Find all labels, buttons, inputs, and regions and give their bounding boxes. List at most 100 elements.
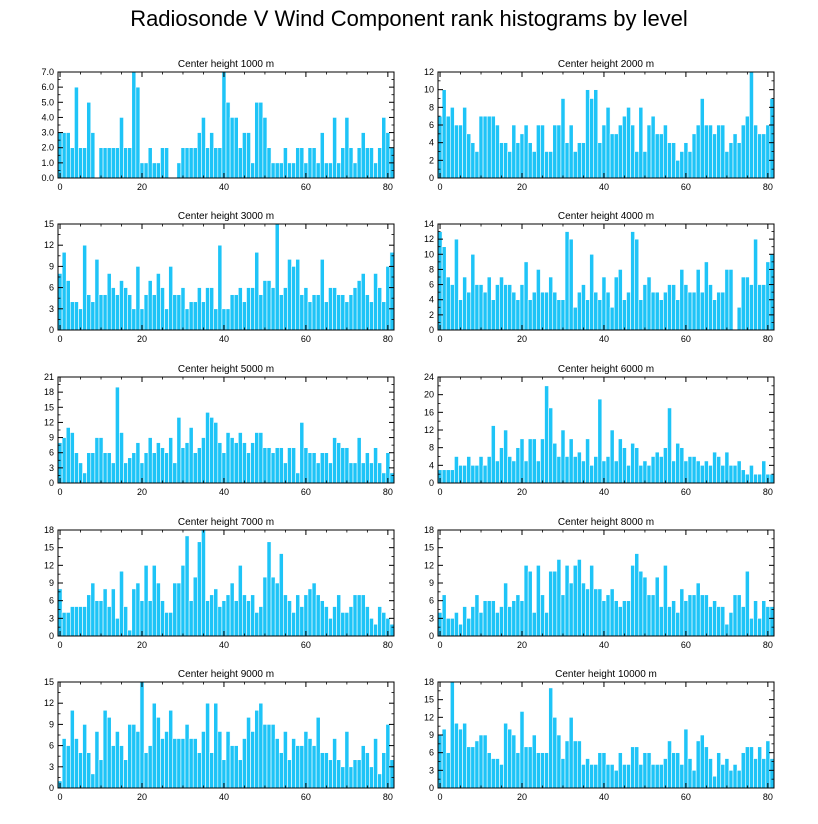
histogram-bar	[205, 702, 210, 789]
histogram-bar	[311, 745, 317, 789]
y-tick-label: 10	[424, 85, 434, 95]
histogram-bar	[716, 752, 722, 789]
histogram-bar	[258, 606, 264, 637]
y-tick-label: 3.0	[41, 128, 54, 138]
histogram-bar	[98, 759, 104, 789]
histogram-bar	[164, 452, 169, 484]
histogram-bar	[568, 238, 574, 331]
histogram-bar	[90, 773, 96, 789]
y-tick-label: 12	[424, 712, 434, 722]
histogram-bar	[564, 142, 570, 179]
histogram-bar	[246, 287, 251, 331]
histogram-bar	[156, 162, 161, 179]
histogram-bar	[262, 576, 268, 637]
histogram-bar	[135, 442, 141, 484]
y-tick-label: 0.0	[41, 173, 54, 183]
histogram-bar	[127, 294, 133, 331]
y-tick-label: 0	[49, 783, 54, 793]
histogram-bar	[454, 612, 459, 637]
x-tick-label: 0	[58, 640, 63, 650]
histogram-panel-8: Center height 8000 m 0 20 40 60 80 0 3 6 9 12 15 18	[424, 517, 775, 650]
histogram-bar	[115, 731, 120, 789]
histogram-bar	[233, 294, 239, 331]
histogram-bar	[523, 460, 529, 484]
histogram-bar	[638, 764, 644, 789]
histogram-bar	[151, 452, 157, 484]
histogram-bar	[348, 606, 354, 637]
y-tick-label: 18	[424, 677, 434, 687]
histogram-bar	[499, 606, 504, 637]
histogram-bar	[119, 570, 124, 637]
histogram-bar	[646, 276, 652, 331]
histogram-bar	[156, 442, 161, 484]
histogram-bar	[687, 456, 693, 484]
histogram-bar	[478, 734, 484, 789]
histogram-bar	[724, 758, 730, 789]
histogram-bar	[482, 734, 488, 789]
histogram-bar	[458, 124, 463, 179]
histogram-bar	[593, 456, 599, 484]
histogram-bar	[377, 462, 383, 484]
histogram-bar	[139, 600, 145, 637]
histogram-bar	[369, 618, 374, 637]
histogram-bar	[115, 294, 120, 331]
histogram-bar	[307, 147, 313, 179]
y-tick-label: 9	[49, 578, 54, 588]
histogram-bar	[667, 142, 672, 179]
y-tick-label: 12	[44, 417, 54, 427]
histogram-bar	[135, 86, 141, 179]
histogram-bar	[381, 301, 387, 331]
histogram-bar	[589, 98, 595, 179]
histogram-bar	[634, 553, 640, 637]
histogram-bar	[601, 124, 607, 179]
histogram-bar	[131, 308, 137, 331]
histogram-bar	[523, 261, 529, 331]
x-tick-label: 20	[517, 792, 527, 802]
histogram-bar	[373, 623, 378, 637]
x-tick-label: 0	[58, 487, 63, 497]
histogram-bar	[519, 438, 525, 484]
histogram-bar	[552, 570, 558, 637]
histogram-bar	[572, 740, 578, 789]
histogram-bar	[242, 132, 247, 179]
histogram-bar	[736, 306, 742, 331]
histogram-bar	[724, 451, 730, 484]
histogram-bar	[65, 745, 71, 789]
x-tick-label: 0	[438, 334, 443, 344]
histogram-bar	[184, 147, 190, 179]
histogram-bar	[270, 162, 276, 179]
histogram-bar	[654, 451, 660, 484]
histogram-bar	[147, 600, 153, 637]
histogram-bar	[638, 107, 644, 179]
histogram-bar	[160, 447, 165, 484]
histogram-bar	[495, 460, 500, 484]
histogram-bar	[348, 294, 354, 331]
histogram-bar	[254, 432, 260, 484]
histogram-bar	[94, 437, 100, 484]
histogram-bar	[507, 456, 513, 484]
y-tick-label: 12	[44, 560, 54, 570]
panel-title: Center height 6000 m	[558, 364, 654, 375]
histogram-bar	[262, 447, 268, 484]
histogram-bar	[511, 734, 517, 789]
histogram-bar	[266, 147, 272, 179]
histogram-bar	[462, 107, 467, 179]
histogram-bar	[445, 618, 451, 637]
histogram-bar	[564, 456, 570, 484]
histogram-bar	[478, 612, 484, 637]
histogram-bar	[663, 758, 668, 789]
y-tick-label: 6	[429, 596, 434, 606]
histogram-bar	[728, 770, 734, 789]
histogram-bar	[299, 422, 305, 484]
histogram-bar	[536, 460, 541, 484]
y-tick-label: 0	[429, 173, 434, 183]
histogram-bar	[667, 407, 672, 484]
histogram-bar	[69, 709, 75, 789]
figure-title: Radiosonde V Wind Component rank histogr…	[130, 6, 688, 31]
x-tick-label: 60	[681, 334, 691, 344]
histogram-bar	[295, 594, 301, 637]
histogram-bar	[242, 594, 247, 637]
histogram-bar	[589, 565, 595, 637]
x-tick-label: 40	[219, 182, 229, 192]
histogram-bar	[258, 294, 264, 331]
